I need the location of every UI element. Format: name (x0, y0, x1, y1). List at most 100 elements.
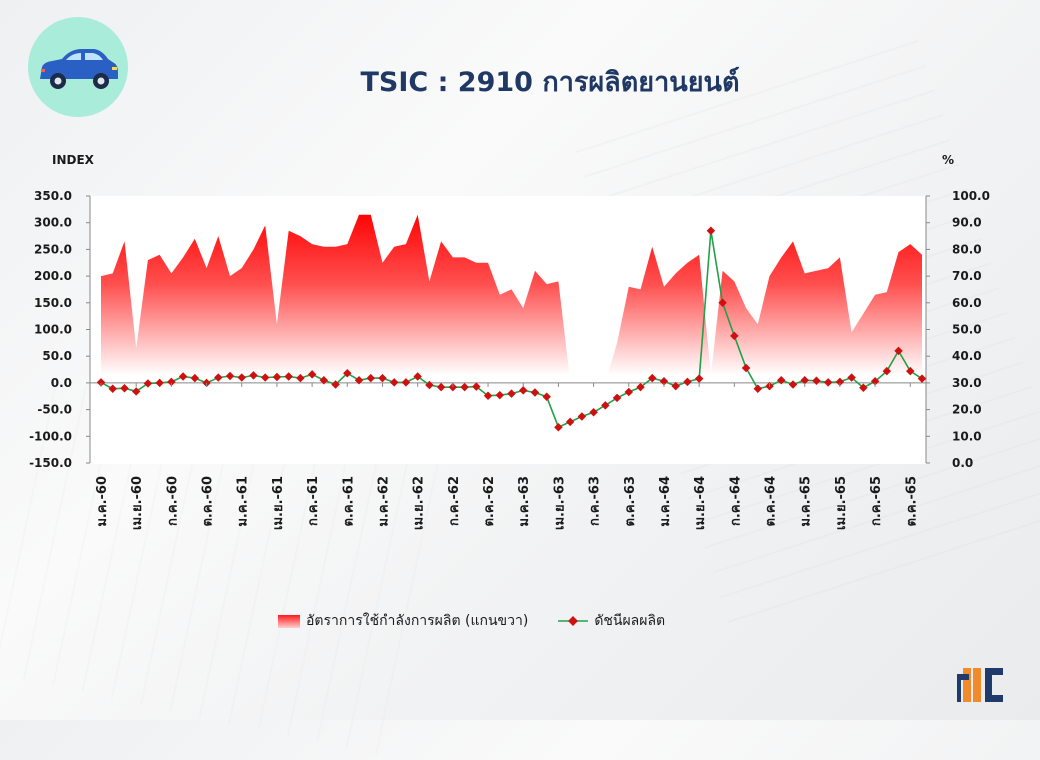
index-point (401, 378, 411, 387)
index-point (835, 377, 845, 387)
index-point (319, 375, 329, 385)
index-point (788, 380, 798, 389)
index-point (800, 375, 809, 385)
legend-item-index: ดัชนีผลผลิต (556, 610, 665, 632)
left-axis-label: INDEX (52, 153, 95, 167)
x-tick-label: ต.ค.-64 (764, 476, 779, 527)
index-point (671, 381, 680, 391)
x-tick-label: ก.ค.-65 (869, 476, 884, 526)
x-tick-label: ม.ค.-64 (658, 476, 673, 527)
right-tick-label: 60.0 (952, 296, 982, 310)
x-tick-label: ม.ค.-63 (517, 476, 532, 527)
legend-swatch-line (558, 616, 589, 626)
index-point (260, 373, 270, 382)
x-tick-label: ม.ค.-60 (95, 476, 110, 527)
right-tick-label: 0.0 (952, 456, 973, 470)
index-point (565, 417, 575, 427)
index-point (847, 373, 856, 382)
right-tick-label: 80.0 (952, 242, 982, 256)
left-tick-label: 350.0 (34, 189, 72, 203)
x-tick-label: ก.ค.-64 (728, 476, 743, 526)
right-tick-label: 20.0 (952, 403, 982, 417)
left-tick-label: 50.0 (42, 349, 72, 363)
x-tick-label: เม.ย.-65 (834, 476, 849, 530)
index-point (495, 390, 505, 400)
x-tick-label: ต.ค.-62 (482, 476, 497, 527)
x-tick-label: ก.ค.-63 (588, 476, 603, 526)
legend: อัตราการใช้กำลังการผลิต (แกนขวา) ดัชนีผล… (278, 610, 693, 632)
index-point (167, 377, 176, 387)
x-axis-labels: ม.ค.-60 เม.ย.-60 ก.ค.-60 ต.ค.-60 ม.ค.-61 เม.ย… (95, 382, 919, 530)
index-point (307, 370, 317, 379)
x-tick-label: ต.ค.-65 (904, 476, 919, 527)
right-tick-label: 50.0 (952, 323, 982, 337)
index-point (741, 363, 751, 373)
index-point (155, 378, 164, 388)
index-point (225, 371, 235, 381)
index-point (917, 374, 927, 383)
index-point (659, 377, 669, 386)
legend-item-capacity: อัตราการใช้กำลังการผลิต (แกนขวา) (278, 610, 528, 632)
index-point (108, 384, 117, 394)
x-tick-label: ก.ค.-61 (306, 476, 321, 526)
right-tick-label: 90.0 (952, 216, 982, 230)
index-point (237, 373, 246, 382)
left-tick-label: 100.0 (34, 323, 72, 337)
chart-title: TSIC : 2910 การผลิตยานยนต์ (360, 67, 740, 98)
index-point (413, 372, 422, 381)
index-point (589, 408, 598, 417)
x-tick-label: ก.ค.-62 (447, 476, 462, 526)
right-tick-label: 10.0 (952, 429, 982, 443)
index-point (777, 375, 786, 385)
index-point (624, 387, 634, 397)
x-tick-label: เม.ย.-62 (412, 476, 427, 530)
index-point (612, 393, 622, 403)
legend-label-index: ดัชนีผลผลิต (594, 613, 666, 629)
car-icon (28, 17, 128, 117)
index-line-series (96, 226, 927, 432)
legend-label-capacity: อัตราการใช้กำลังการผลิต (แกนขวา) (306, 613, 529, 629)
left-tick-label: 250.0 (34, 242, 72, 256)
left-tick-label: 200.0 (34, 269, 72, 283)
left-tick-label: -100.0 (29, 429, 72, 443)
x-tick-label: ม.ค.-62 (376, 476, 391, 527)
index-point (296, 373, 305, 383)
index-point (354, 375, 364, 385)
index-point (894, 346, 903, 356)
index-point (143, 379, 153, 388)
x-tick-label: ก.ค.-60 (165, 476, 180, 526)
index-point (694, 374, 704, 383)
index-point (448, 382, 458, 392)
index-point (577, 412, 587, 421)
right-tick-label: 40.0 (952, 349, 982, 363)
index-point (823, 378, 833, 387)
capacity-area-series (101, 214, 922, 463)
index-point (507, 389, 516, 398)
index-point (882, 366, 892, 376)
left-tick-label: -150.0 (29, 456, 72, 470)
x-tick-label: ม.ค.-65 (799, 476, 814, 527)
index-point (378, 373, 387, 383)
capacity-area (101, 214, 922, 463)
right-tick-label: 100.0 (952, 189, 990, 203)
x-tick-label: เม.ย.-60 (130, 476, 145, 530)
index-point (601, 401, 610, 410)
index-point (343, 369, 352, 378)
index-point (120, 383, 129, 393)
index-point (131, 387, 141, 396)
index-point (96, 378, 106, 387)
oie-logo (957, 668, 1003, 702)
x-tick-label: เม.ย.-64 (693, 476, 708, 530)
index-point (718, 298, 727, 308)
index-point (530, 388, 540, 397)
axes: 350.0 300.0 250.0 200.0 150.0 100.0 50.0 0.0 -50… (29, 189, 990, 470)
right-tick-label: 70.0 (952, 269, 982, 283)
index-point (472, 382, 481, 391)
x-tick-label: เม.ย.-61 (271, 476, 286, 530)
index-point (483, 391, 493, 400)
x-tick-label: ต.ค.-60 (201, 476, 216, 527)
x-tick-label: เม.ย.-63 (552, 476, 567, 530)
left-tick-label: 150.0 (34, 296, 72, 310)
index-point (425, 380, 434, 390)
index-point (249, 371, 258, 380)
